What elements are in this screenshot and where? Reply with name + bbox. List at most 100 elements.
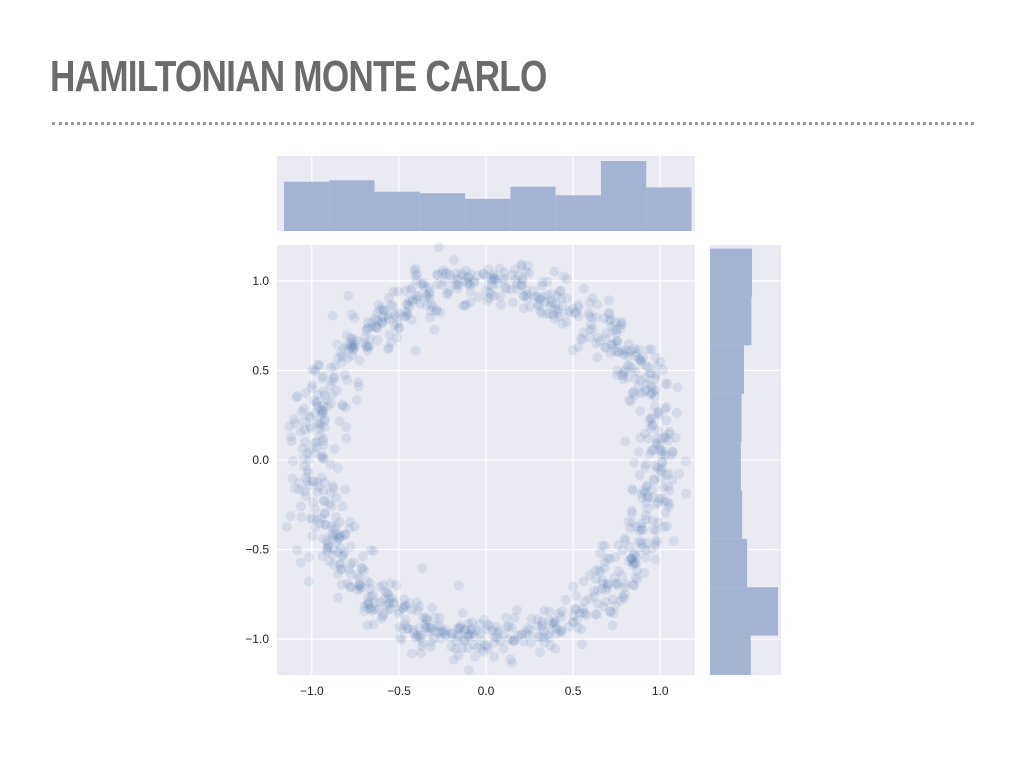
scatter-point [369, 604, 380, 615]
scatter-point [437, 268, 448, 279]
scatter-point [534, 293, 545, 304]
scatter-point [300, 387, 311, 398]
scatter-point [338, 343, 349, 354]
scatter-point [316, 472, 327, 483]
scatter-point [623, 516, 634, 527]
scatter-point [464, 277, 475, 288]
scatter-point [616, 317, 627, 328]
top-histogram-bar [329, 180, 375, 231]
y-tick-label: 1.0 [252, 274, 269, 288]
top-histogram-bar [646, 187, 692, 231]
scatter-point [577, 639, 588, 650]
scatter-point [387, 300, 398, 311]
scatter-point [494, 263, 505, 274]
scatter-point [626, 553, 637, 564]
scatter-point [532, 620, 543, 631]
scatter-point [402, 299, 413, 310]
scatter-point [352, 394, 363, 405]
scatter-point [506, 284, 517, 295]
scatter-point [657, 493, 668, 504]
scatter-point [367, 321, 378, 332]
scatter-point [658, 482, 669, 493]
scatter-point [402, 310, 413, 321]
scatter-point [635, 535, 646, 546]
scatter-point [302, 476, 313, 487]
scatter-point [358, 337, 369, 348]
scatter-point [408, 624, 419, 635]
scatter-point [428, 301, 439, 312]
scatter-point [439, 627, 450, 638]
scatter-point [586, 312, 597, 323]
right-histogram-bar [710, 635, 751, 675]
scatter-point [290, 418, 301, 429]
scatter-point [359, 332, 370, 343]
scatter-point [489, 637, 500, 648]
scatter-point [643, 362, 654, 373]
scatter-point [620, 365, 631, 376]
scatter-point [383, 604, 394, 615]
scatter-point [393, 323, 404, 334]
scatter-point [613, 347, 624, 358]
scatter-point [509, 612, 520, 623]
scatter-point [627, 559, 638, 570]
scatter-point [532, 299, 543, 310]
scatter-point [507, 269, 518, 280]
scatter-point [535, 647, 546, 658]
scatter-point [615, 320, 626, 331]
scatter-point [431, 620, 442, 631]
scatter-point [656, 456, 667, 467]
scatter-point [317, 373, 328, 384]
scatter-point [322, 547, 333, 558]
scatter-point [643, 492, 654, 503]
scatter-point [681, 488, 692, 499]
scatter-point [347, 337, 358, 348]
scatter-point [411, 597, 422, 608]
scatter-point [290, 483, 301, 494]
scatter-point [398, 311, 409, 322]
top-histogram-bar [465, 198, 511, 231]
scatter-point [509, 264, 520, 275]
scatter-point [584, 570, 595, 581]
scatter-point [316, 451, 327, 462]
scatter-point [483, 293, 494, 304]
scatter-point [637, 542, 648, 553]
scatter-point [630, 572, 641, 583]
scatter-point [510, 274, 521, 285]
scatter-point [287, 473, 298, 484]
scatter-point [432, 269, 443, 280]
scatter-point [328, 559, 339, 570]
scatter-point [400, 620, 411, 631]
scatter-point [413, 291, 424, 302]
scatter-point [376, 315, 387, 326]
scatter-point [546, 288, 557, 299]
scatter-point [568, 610, 579, 621]
scatter-point [453, 629, 464, 640]
scatter-point [555, 626, 566, 637]
scatter-point [334, 559, 345, 570]
scatter-point [333, 353, 344, 364]
scatter-point [571, 590, 582, 601]
scatter-point [319, 508, 330, 519]
scatter-point [369, 313, 380, 324]
scatter-point [632, 574, 643, 585]
scatter-point [539, 605, 550, 616]
scatter-point [327, 534, 338, 545]
scatter-point [657, 462, 668, 473]
scatter-point [548, 309, 559, 320]
scatter-point [628, 556, 639, 567]
scatter-point [650, 460, 661, 471]
scatter-point [320, 519, 331, 530]
scatter-point [468, 639, 479, 650]
scatter-point [604, 315, 615, 326]
scatter-point [359, 565, 370, 576]
scatter-point [662, 378, 673, 389]
scatter-point [516, 260, 527, 271]
scatter-point [573, 311, 584, 322]
scatter-point [383, 312, 394, 323]
scatter-point [624, 395, 635, 406]
scatter-point [646, 368, 657, 379]
scatter-point [633, 446, 644, 457]
scatter-point [453, 580, 464, 591]
scatter-point [314, 360, 325, 371]
scatter-point [411, 275, 422, 286]
